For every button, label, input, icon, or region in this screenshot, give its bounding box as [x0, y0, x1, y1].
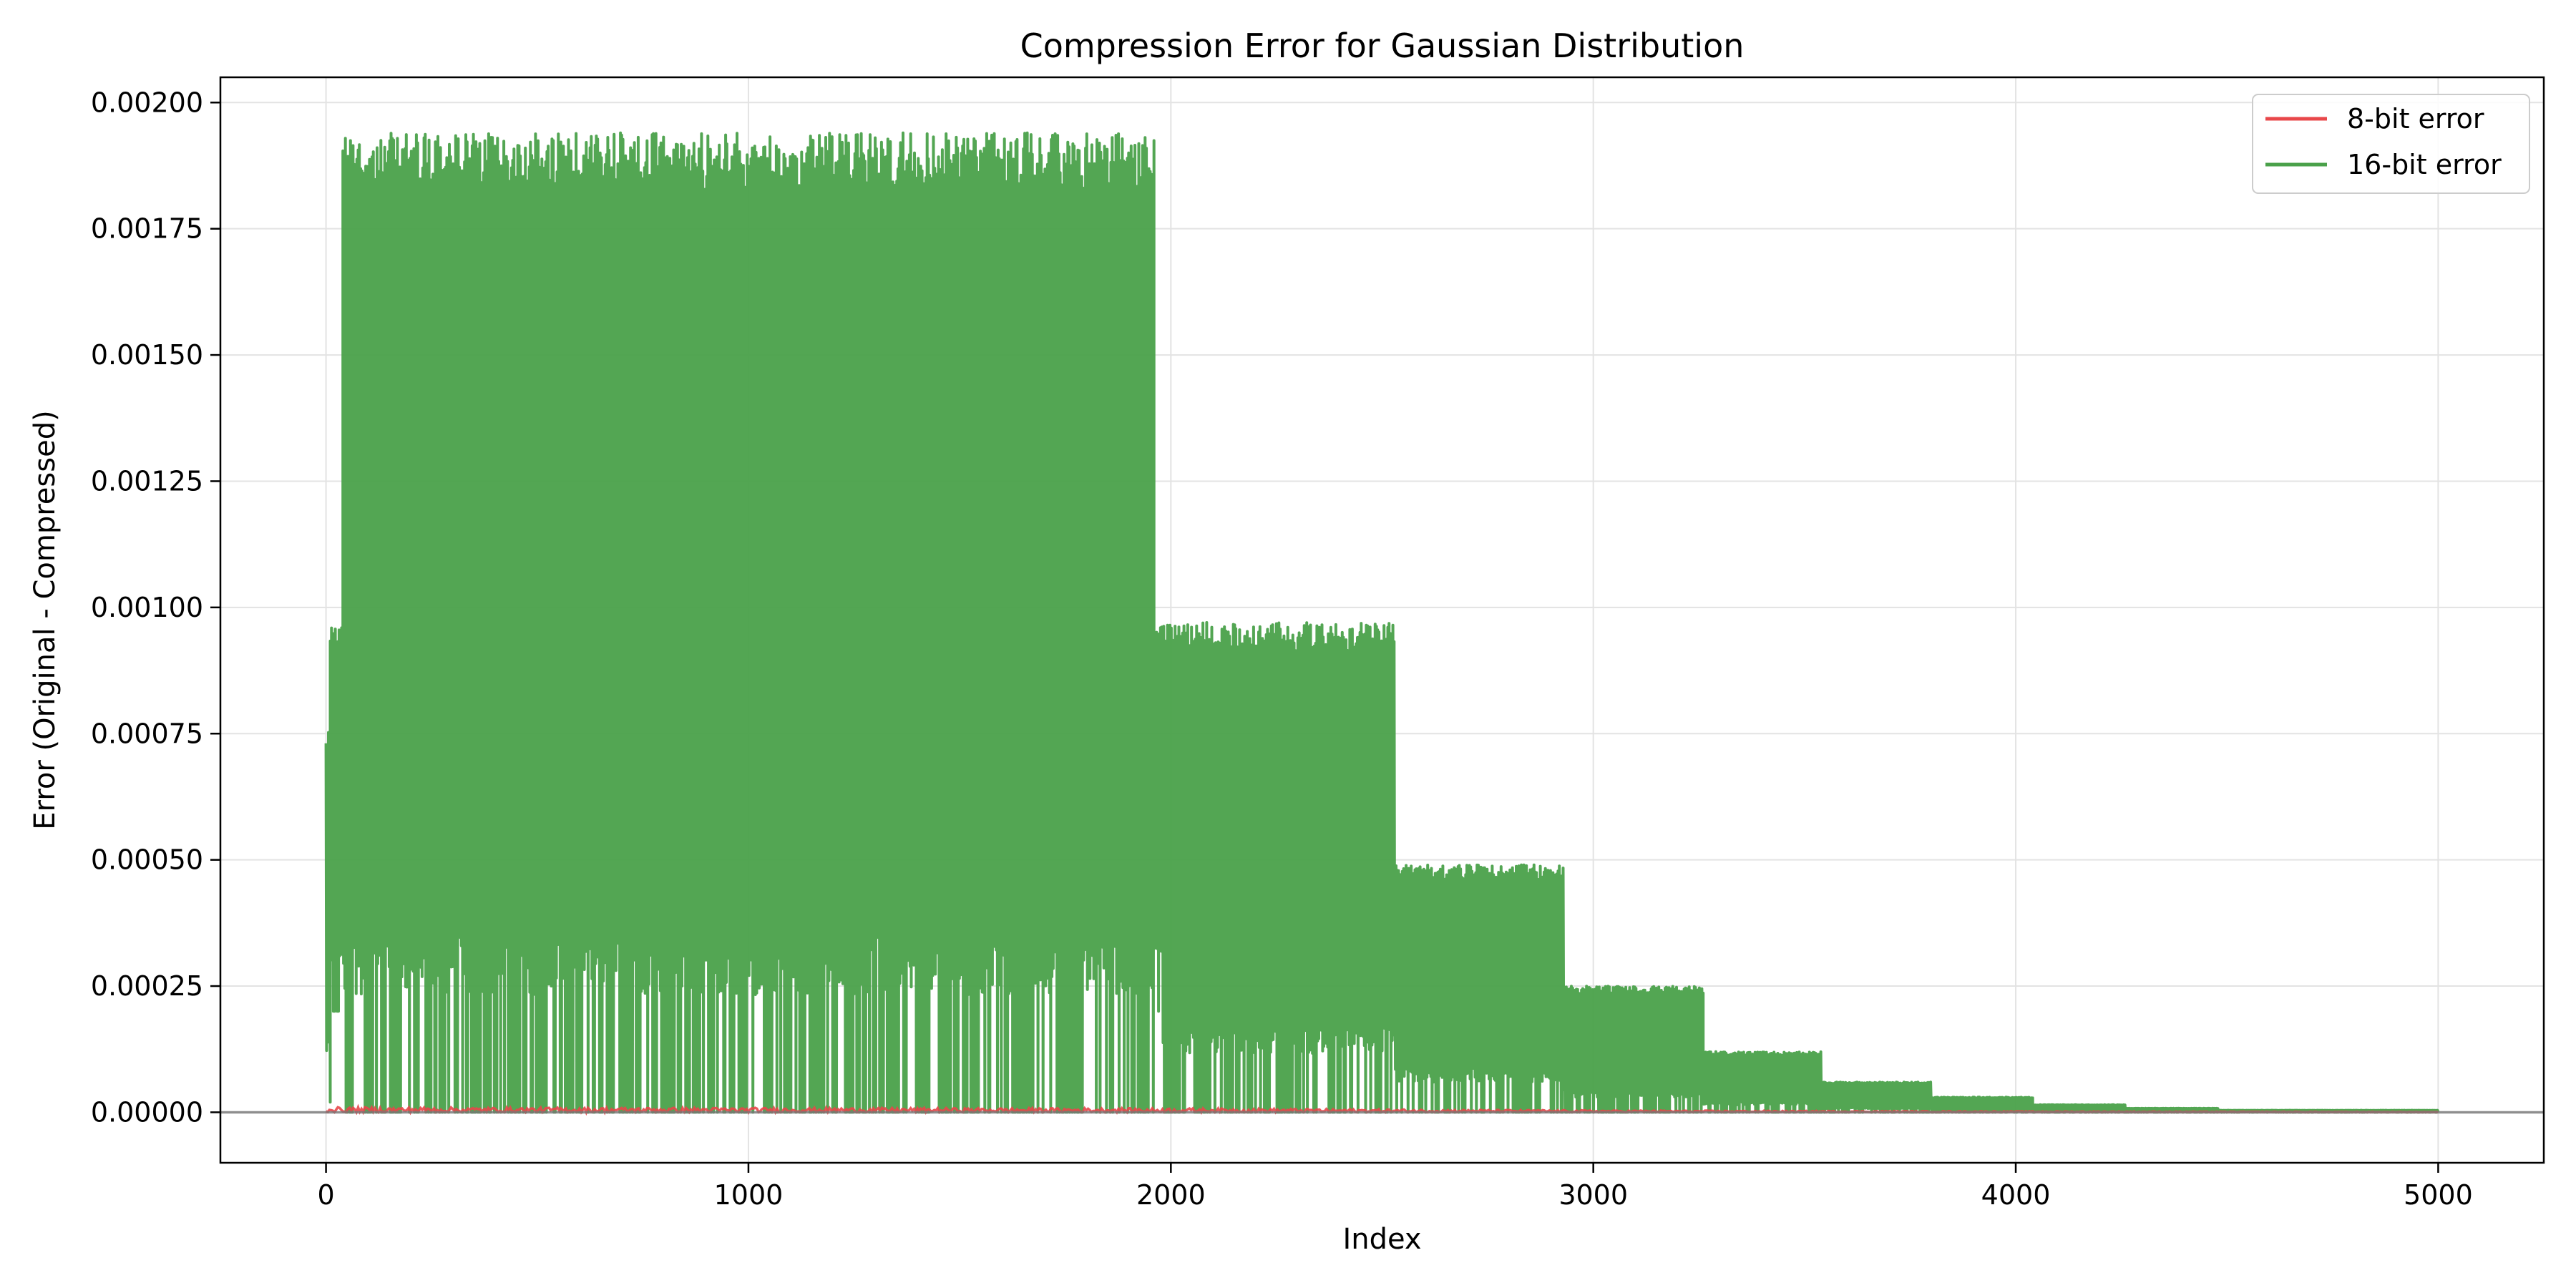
y-tick-label: 0.00125 [91, 465, 203, 497]
x-tick-label: 3000 [1558, 1179, 1628, 1211]
y-tick-label: 0.00175 [91, 213, 203, 245]
x-tick-label: 1000 [714, 1179, 784, 1211]
x-tick-label: 0 [317, 1179, 334, 1211]
y-tick-label: 0.00050 [91, 844, 203, 876]
y-tick-label: 0.00025 [91, 970, 203, 1002]
y-tick-label: 0.00000 [91, 1096, 203, 1128]
y-tick-label: 0.00075 [91, 718, 203, 749]
legend-label-8bit: 8-bit error [2347, 103, 2484, 135]
y-tick-label: 0.00100 [91, 592, 203, 623]
legend: 8-bit error 16-bit error [2252, 94, 2530, 194]
y-tick-label: 0.00150 [91, 339, 203, 371]
x-axis-label: Index [1342, 1223, 1421, 1256]
y-tick-label: 0.00200 [91, 87, 203, 118]
legend-label-16bit: 16-bit error [2347, 149, 2502, 180]
plot-frame [219, 76, 2545, 1164]
plot-area [220, 131, 2544, 1116]
x-tick-label: 4000 [1981, 1179, 2051, 1211]
x-tick-label: 2000 [1136, 1179, 1206, 1211]
y-axis-label: Error (Original - Compressed) [29, 410, 62, 829]
chart-title: Compression Error for Gaussian Distribut… [1020, 26, 1745, 65]
axes: 0 1000 2000 3000 4000 5000 0.00000 0.00025 0.000… [91, 87, 2473, 1211]
x-tick-label: 5000 [2404, 1179, 2473, 1211]
